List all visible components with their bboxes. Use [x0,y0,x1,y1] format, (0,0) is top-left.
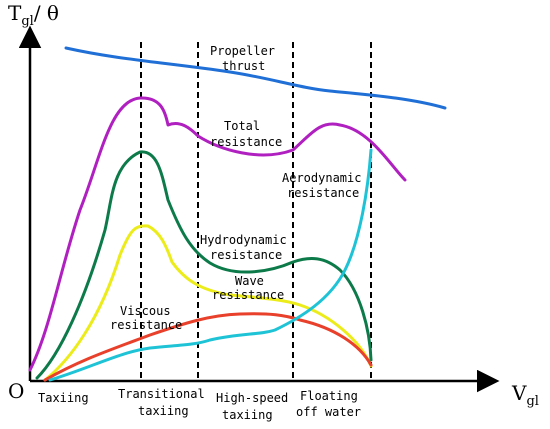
label-viscous-resistance-2: resistance [110,318,182,332]
label-hydrodynamic-resistance: Hydrodynamic [200,233,287,247]
y-axis-symbol: T [8,1,22,25]
aerodynamic-resistance-curve [48,148,373,382]
phase-label-floating: Floating [300,389,358,403]
phase-label-high-speed: High-speed [216,391,288,405]
label-viscous-resistance: Viscous [120,304,171,318]
propeller-thrust-curve [64,46,447,110]
hydrodynamic-resistance-curve [35,150,373,380]
phase-label-taxiing: Taxiing [38,391,89,405]
label-hydrodynamic-resistance-2: resistance [210,248,282,262]
origin-label: O [8,379,24,403]
phase-label-transitional-2: taxiing [138,404,189,418]
label-wave-resistance: Wave [235,274,264,288]
y-axis-subscript: gl [21,14,33,29]
x-axis-symbol: V [511,381,527,405]
label-total-resistance-2: resistance [210,135,282,149]
phase-label-floating-2: off water [296,405,361,419]
y-axis-label: Tgl/ θ [8,1,59,29]
label-propeller-thrust: Propeller [210,44,275,58]
wave-resistance-curve [43,224,373,382]
label-aerodynamic-resistance: Aerodynamic [282,171,361,185]
y-axis-suffix: / θ [34,1,59,25]
label-propeller-thrust-2: thrust [222,59,265,73]
label-wave-resistance-2: resistance [212,288,284,302]
phase-label-high-speed-2: taxiing [222,408,273,422]
x-axis-subscript: gl [526,394,538,409]
label-total-resistance: Total [224,119,260,133]
total-resistance-curve [28,96,407,372]
x-axis-label: Vgl [511,381,539,409]
phase-label-transitional: Transitional [118,387,205,401]
label-aerodynamic-resistance-2: resistance [287,186,359,200]
viscous-resistance-curve [43,312,373,382]
